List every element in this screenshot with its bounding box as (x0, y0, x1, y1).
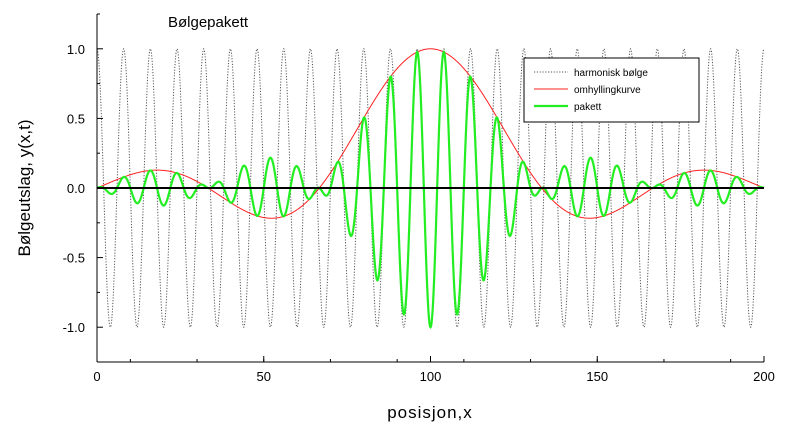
x-tick-label: 150 (586, 369, 608, 384)
legend-label-3: pakett (574, 102, 601, 113)
legend-box (523, 57, 700, 123)
x-tick-label: 100 (420, 369, 442, 384)
x-tick-label: 0 (93, 369, 100, 384)
axes: 0 50 100 150 200 -1.0 -0.5 0.0 0.5 1.0 (63, 13, 775, 384)
y-tick-label: 1.0 (67, 42, 85, 57)
x-tick-label: 200 (753, 369, 775, 384)
legend: harmonisk bølge omhyllingkurve pakett (523, 57, 700, 123)
y-tick-label: -0.5 (63, 251, 85, 266)
chart-title: Bølgepakett (168, 14, 249, 31)
x-tick-label: 50 (257, 369, 271, 384)
x-axis-title: posisjon,x (387, 403, 473, 422)
legend-label-2: omhyllingkurve (574, 85, 641, 96)
y-tick-label: 0.0 (67, 181, 85, 196)
legend-label-1: harmonisk bølge (574, 68, 648, 79)
y-tick-label: -1.0 (63, 320, 85, 335)
y-tick-label: 0.5 (67, 111, 85, 126)
y-axis-title: Bølgeutslag, y(x,t) (15, 120, 34, 257)
